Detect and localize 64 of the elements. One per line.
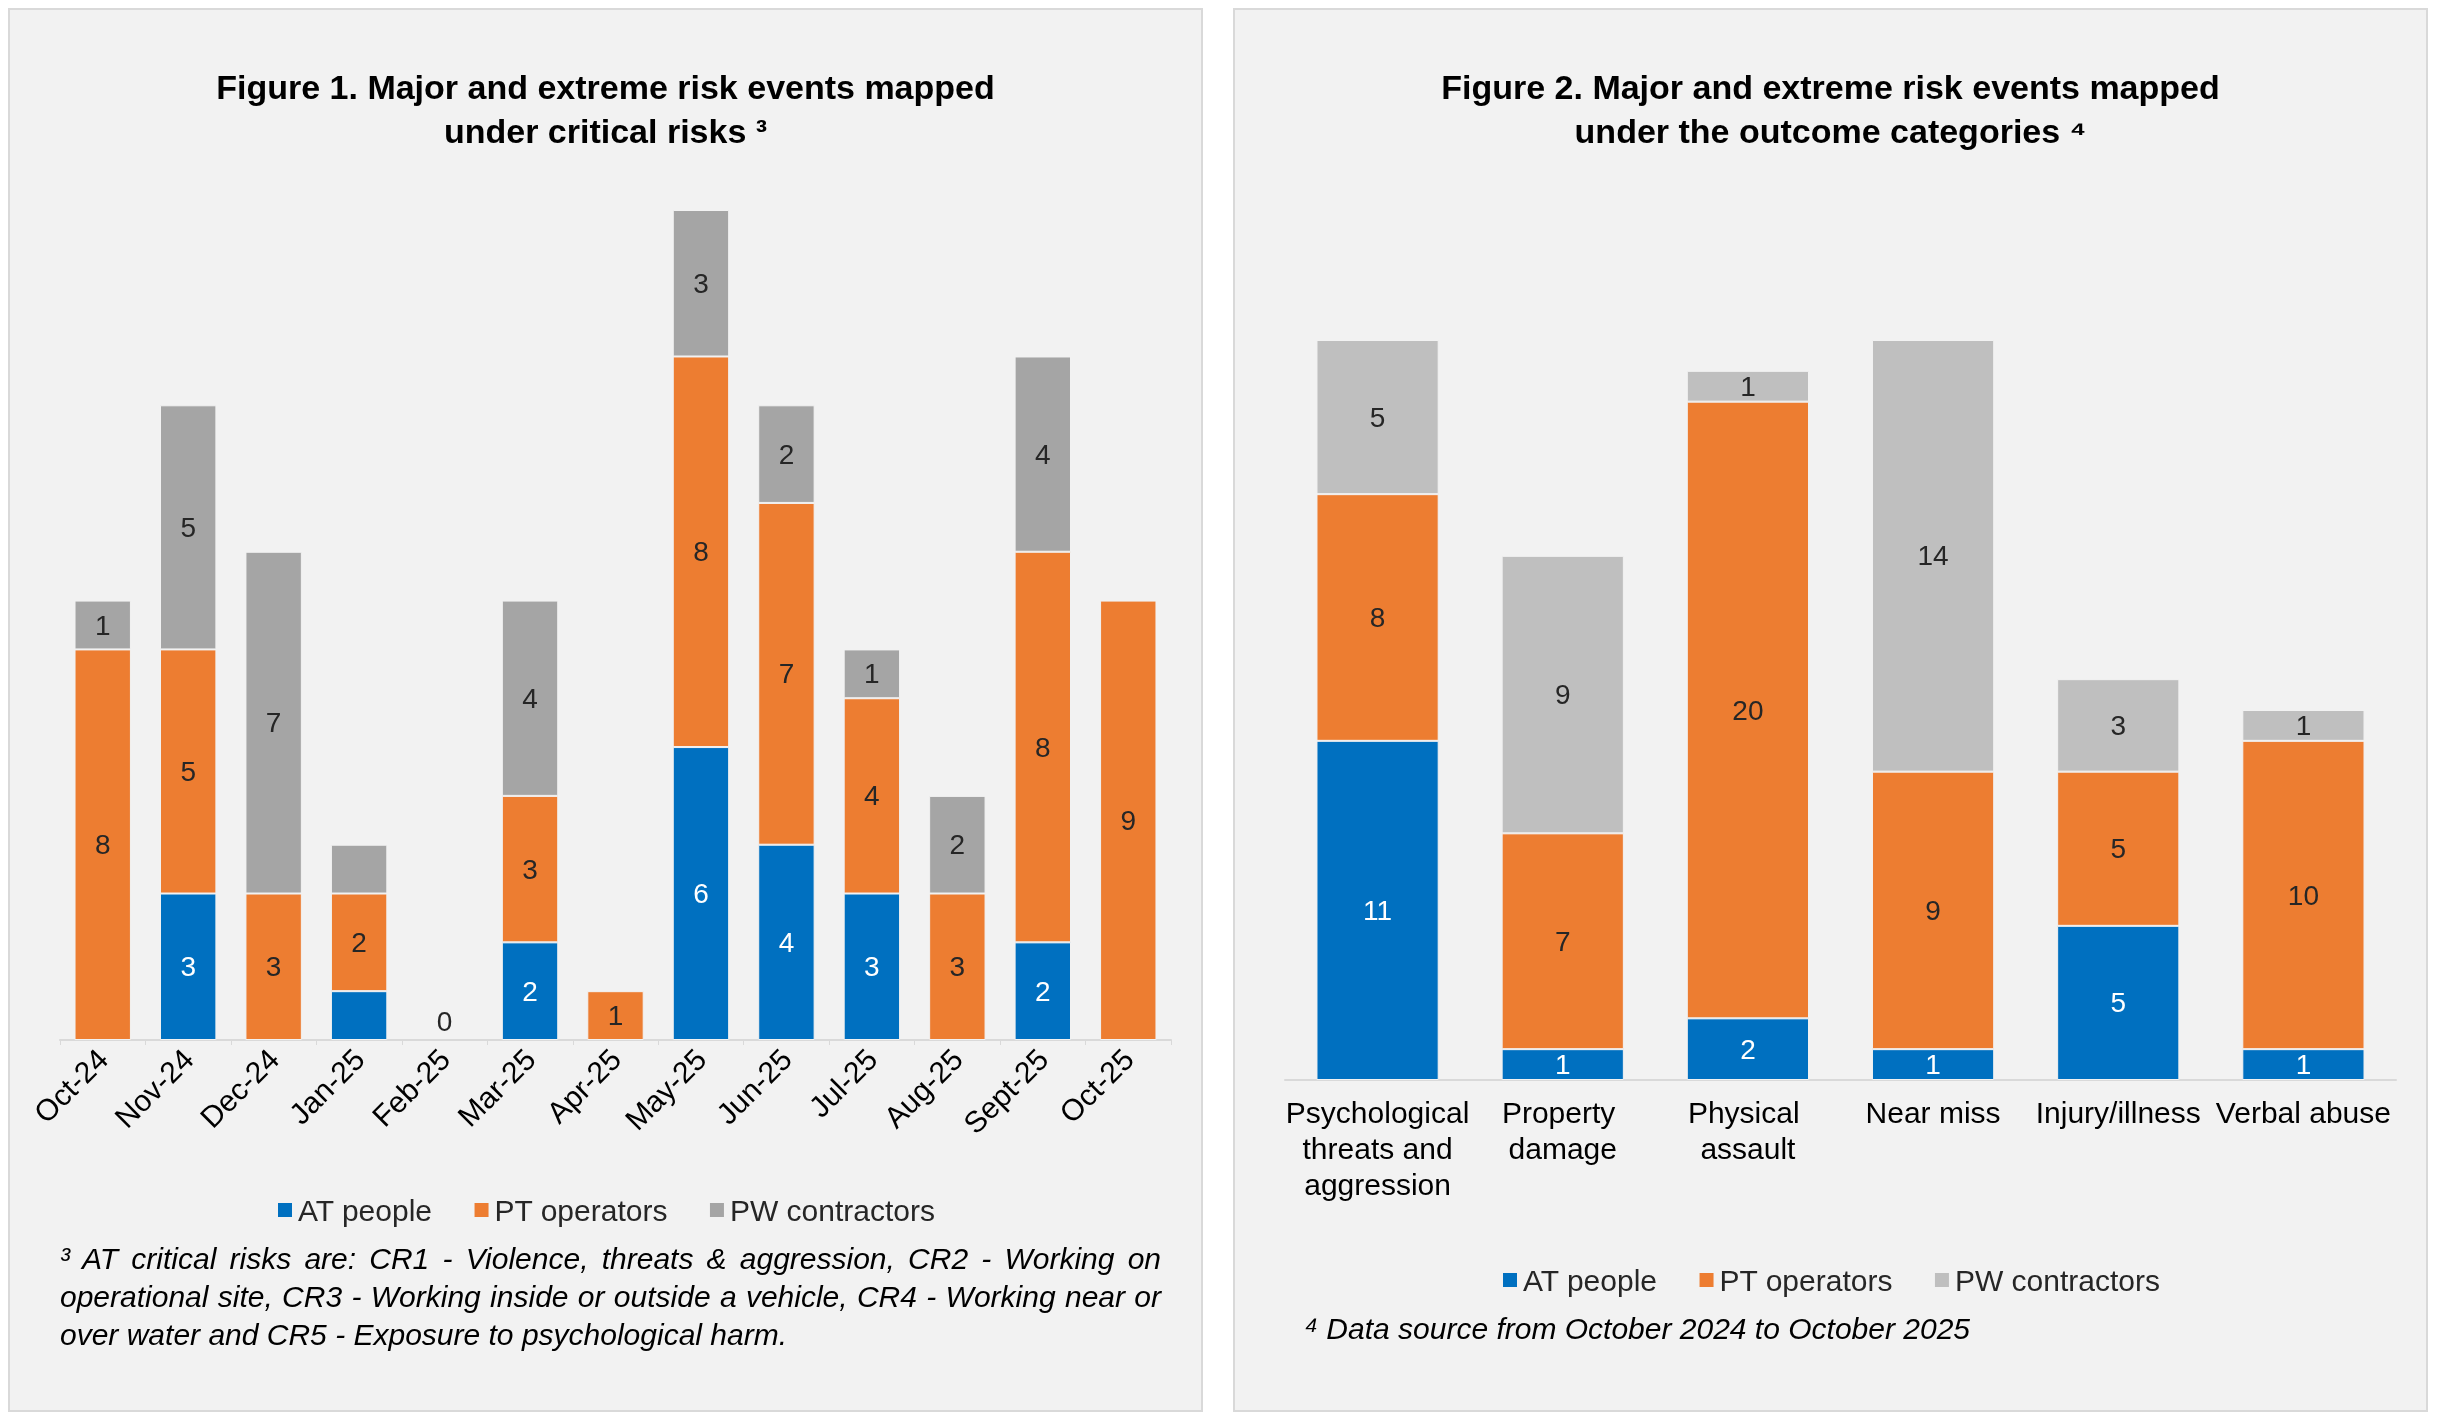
chart-title: Figure 2. Major and extreme risk events mapped under the outcome categories ⁴ <box>1441 68 2220 150</box>
data-label: 14 <box>1917 540 1949 572</box>
text: ³ AT critical risks are: CR1 - Violence, threats & aggression, CR2 - Working on operational site, CR3 - Working inside or outside a vehicle, CR4 - Working near or over water and CR5 - Exposure to psychological harm. <box>59 1241 1163 1353</box>
data-label: 1 <box>2295 709 2312 741</box>
x-tick-label: Verbal abuse <box>2215 1095 2391 1129</box>
x-tick-label: Psychological threats and aggression <box>1285 1095 1470 1201</box>
data-label: 0 <box>436 1005 453 1037</box>
data-label: 3 <box>864 951 880 983</box>
bar <box>587 991 644 1040</box>
legend-label: AT people <box>298 1193 433 1227</box>
data-label: 20 <box>1732 694 1764 726</box>
data-label: 5 <box>180 755 196 787</box>
data-label: 2 <box>351 926 367 958</box>
data-label: 8 <box>1369 602 1386 633</box>
data-label: 7 <box>1554 925 1571 957</box>
text: ⁴ Data source from October 2024 to October 2025 <box>1304 1311 1971 1347</box>
data-label: 8 <box>693 536 709 568</box>
data-label: 2 <box>949 829 966 861</box>
data-label: 1 <box>1554 1049 1571 1081</box>
data-label: 8 <box>94 829 111 861</box>
bar <box>1100 600 1157 1040</box>
data-label: 5 <box>2110 987 2127 1019</box>
data-label: 6 <box>693 878 709 910</box>
data-label: 3 <box>2110 709 2127 741</box>
data-label: 9 <box>1554 679 1571 711</box>
data-label: 1 <box>1740 370 1756 402</box>
data-label: 1 <box>864 658 880 690</box>
data-label: 3 <box>693 267 709 299</box>
data-label: 1 <box>2295 1049 2312 1081</box>
data-label: 4 <box>778 926 795 958</box>
data-label: 3 <box>522 853 538 885</box>
data-label: 2 <box>1740 1033 1756 1065</box>
legend-label: AT people <box>1523 1263 1658 1297</box>
legend-label: PT operators <box>494 1193 668 1227</box>
data-label: 2 <box>1035 975 1051 1007</box>
data-label: 5 <box>1369 401 1386 433</box>
data-label: 7 <box>265 707 282 739</box>
data-label: 9 <box>1925 894 1941 926</box>
data-label: 9 <box>1120 804 1137 836</box>
data-label: 1 <box>607 1000 624 1032</box>
data-label: 11 <box>1363 894 1393 926</box>
data-label: 10 <box>2287 879 2319 911</box>
data-label: 3 <box>949 951 966 983</box>
data-label: 3 <box>180 951 196 983</box>
data-label: 3 <box>265 951 282 983</box>
legend-label: PT operators <box>1719 1263 1893 1297</box>
data-label: 5 <box>180 511 196 543</box>
legend-label: PW contractors <box>729 1193 936 1227</box>
legend-label: PW contractors <box>1954 1263 2161 1297</box>
data-label: 1 <box>94 609 111 641</box>
chart-title: Figure 1. Major and extreme risk events mapped under critical risks ³ <box>216 68 995 150</box>
data-label: 8 <box>1035 731 1051 763</box>
x-tick-label: Physical assault <box>1687 1095 1808 1165</box>
data-label: 2 <box>522 975 538 1007</box>
data-label: 1 <box>1925 1049 1941 1081</box>
data-label: 5 <box>2110 833 2127 865</box>
data-label: 7 <box>778 658 795 690</box>
data-label: 4 <box>522 682 538 714</box>
x-tick-label: Near miss <box>1865 1095 2001 1129</box>
data-label: 2 <box>778 438 795 470</box>
x-tick-label: Property damage <box>1501 1095 1624 1165</box>
data-label: 4 <box>1035 438 1051 470</box>
x-tick-label: Injury/illness <box>2035 1095 2201 1129</box>
data-label: 4 <box>864 780 880 812</box>
